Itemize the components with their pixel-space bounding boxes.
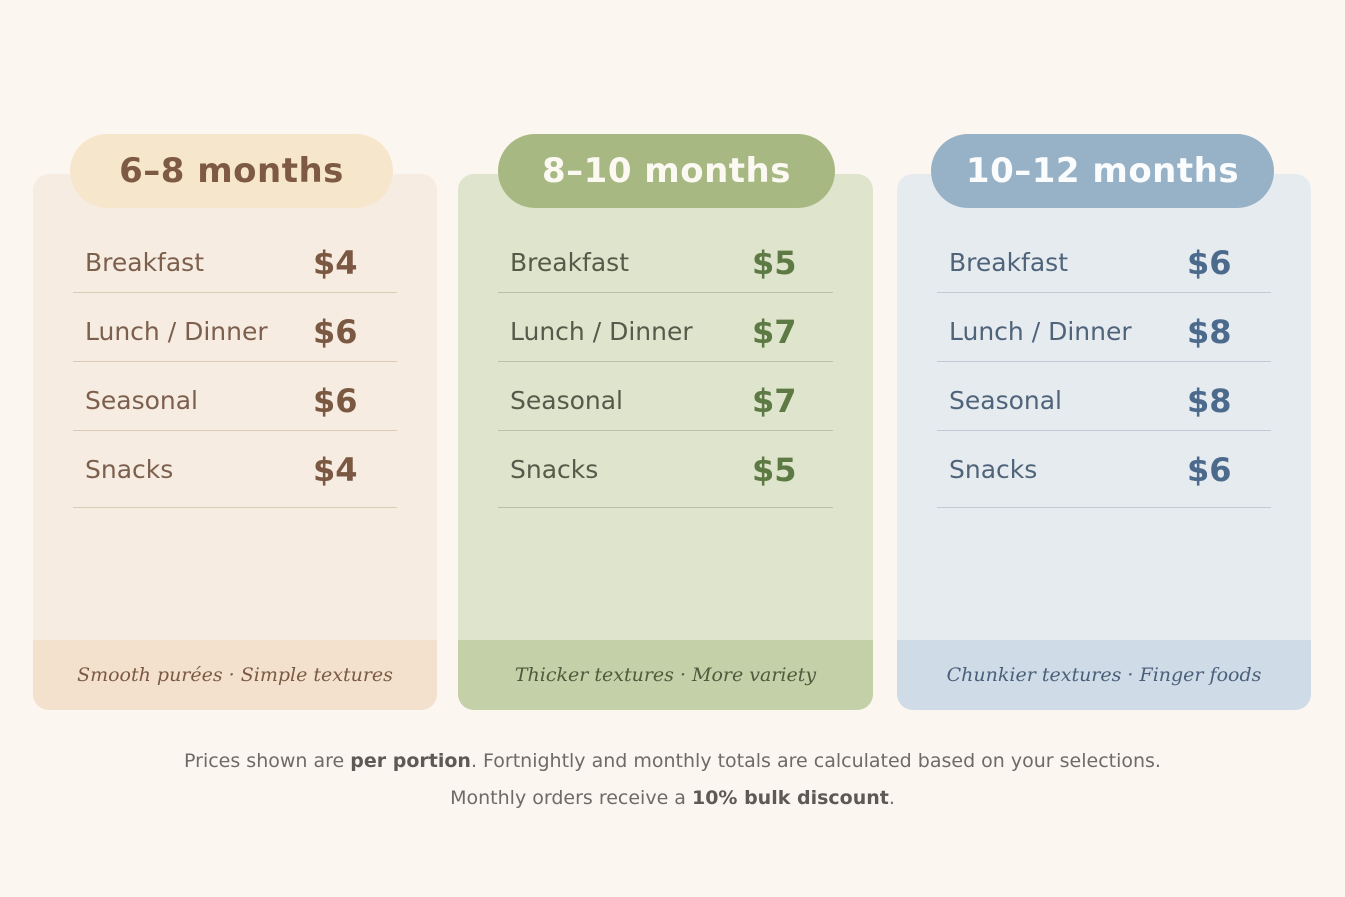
pricing-note-emphasis: per portion xyxy=(350,750,471,772)
discount-note: Monthly orders receive a 10% bulk discou… xyxy=(0,786,1345,810)
meal-label: Snacks xyxy=(949,455,1038,484)
price-list: Breakfast $5 Lunch / Dinner $7 Seasonal … xyxy=(498,224,833,508)
meal-price: $4 xyxy=(313,451,358,489)
pricing-note: Prices shown are per portion. Fortnightl… xyxy=(0,749,1345,773)
meal-label: Breakfast xyxy=(510,248,630,277)
meal-label: Breakfast xyxy=(85,248,205,277)
meal-price: $6 xyxy=(313,382,358,420)
price-row-lunch-dinner: Lunch / Dinner $8 xyxy=(937,293,1271,362)
discount-note-text: Monthly orders receive a xyxy=(450,787,692,809)
price-row-breakfast: Breakfast $4 xyxy=(73,224,397,293)
discount-note-text: . xyxy=(888,787,895,809)
meal-price: $7 xyxy=(752,313,797,351)
meal-price: $8 xyxy=(1187,313,1232,351)
plan-card-8-10-months: Breakfast $5 Lunch / Dinner $7 Seasonal … xyxy=(458,174,873,710)
meal-label: Lunch / Dinner xyxy=(85,317,268,346)
texture-description: Thicker textures · More variety xyxy=(458,640,873,710)
meal-price: $6 xyxy=(1187,244,1232,282)
meal-label: Breakfast xyxy=(949,248,1069,277)
price-row-seasonal: Seasonal $8 xyxy=(937,362,1271,431)
meal-price: $8 xyxy=(1187,382,1232,420)
texture-description: Chunkier textures · Finger foods xyxy=(897,640,1311,710)
meal-price: $4 xyxy=(313,244,358,282)
meal-label: Lunch / Dinner xyxy=(949,317,1132,346)
meal-label: Seasonal xyxy=(510,386,624,415)
age-range-title: 10–12 months xyxy=(931,134,1274,208)
pricing-note-text: Prices shown are xyxy=(184,750,351,772)
meal-price: $5 xyxy=(752,451,797,489)
meal-label: Seasonal xyxy=(949,386,1063,415)
discount-note-emphasis: 10% bulk discount xyxy=(691,787,889,809)
meal-price: $5 xyxy=(752,244,797,282)
price-list: Breakfast $4 Lunch / Dinner $6 Seasonal … xyxy=(73,224,397,508)
price-list: Breakfast $6 Lunch / Dinner $8 Seasonal … xyxy=(937,224,1271,508)
meal-price: $7 xyxy=(752,382,797,420)
price-row-breakfast: Breakfast $5 xyxy=(498,224,833,293)
meal-price: $6 xyxy=(313,313,358,351)
age-range-title: 6–8 months xyxy=(70,134,393,208)
meal-label: Snacks xyxy=(510,455,599,484)
meal-label: Seasonal xyxy=(85,386,199,415)
price-row-seasonal: Seasonal $7 xyxy=(498,362,833,431)
meal-label: Snacks xyxy=(85,455,174,484)
price-row-snacks: Snacks $4 xyxy=(73,431,397,508)
price-row-lunch-dinner: Lunch / Dinner $7 xyxy=(498,293,833,362)
pricing-note-text: . Fortnightly and monthly totals are cal… xyxy=(470,750,1161,772)
price-row-lunch-dinner: Lunch / Dinner $6 xyxy=(73,293,397,362)
plan-card-6-8-months: Breakfast $4 Lunch / Dinner $6 Seasonal … xyxy=(33,174,437,710)
price-row-seasonal: Seasonal $6 xyxy=(73,362,397,431)
meal-label: Lunch / Dinner xyxy=(510,317,693,346)
age-range-title: 8–10 months xyxy=(498,134,835,208)
price-row-snacks: Snacks $6 xyxy=(937,431,1271,508)
price-row-breakfast: Breakfast $6 xyxy=(937,224,1271,293)
price-row-snacks: Snacks $5 xyxy=(498,431,833,508)
meal-price: $6 xyxy=(1187,451,1232,489)
plan-card-10-12-months: Breakfast $6 Lunch / Dinner $8 Seasonal … xyxy=(897,174,1311,710)
texture-description: Smooth purées · Simple textures xyxy=(33,640,437,710)
